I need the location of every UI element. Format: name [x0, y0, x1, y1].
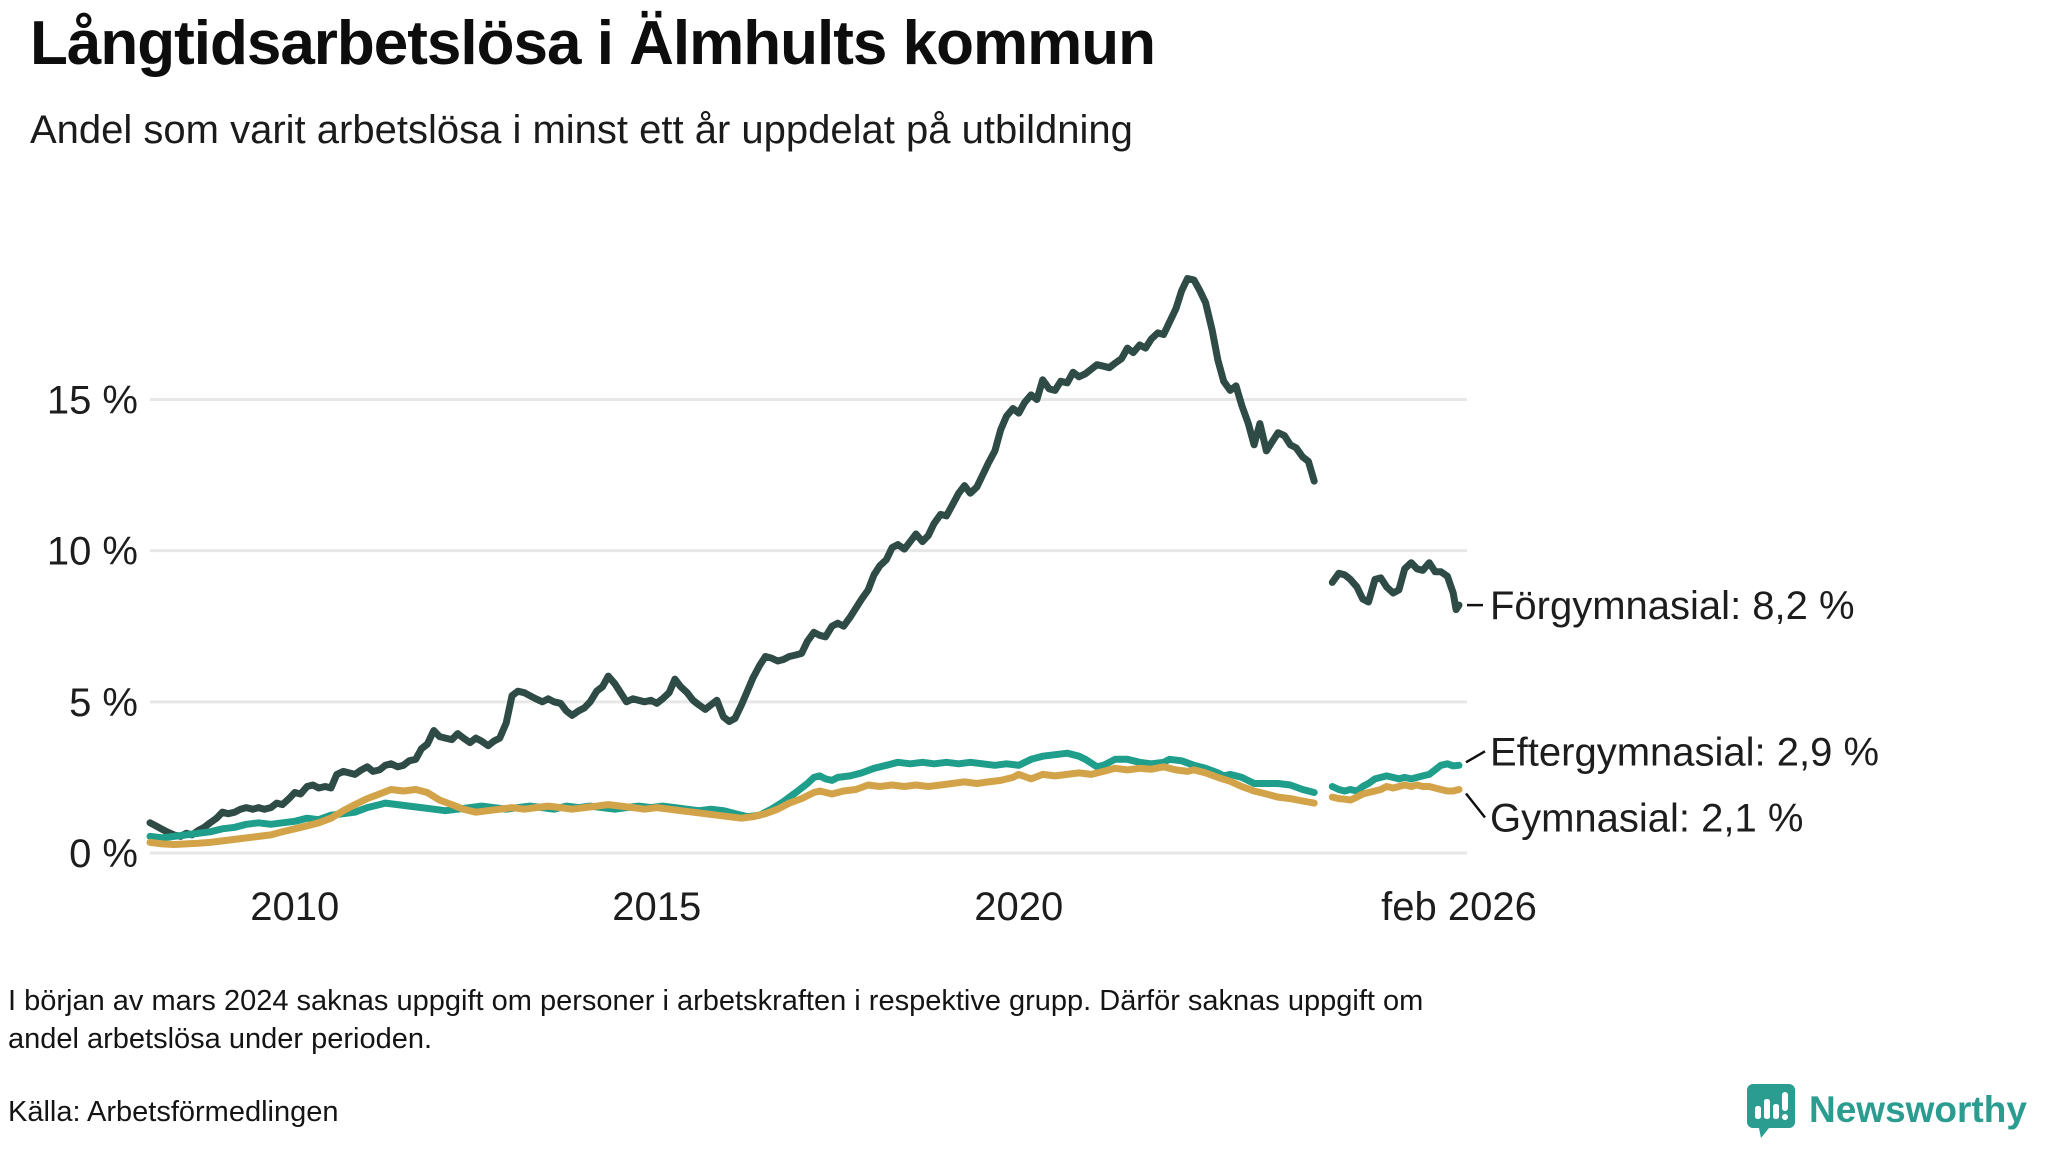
series-line-förgymnasial — [1328, 559, 1463, 614]
y-tick-label: 0 % — [69, 832, 138, 876]
series-end-label-gymnasial: Gymnasial: 2,1 % — [1490, 797, 1803, 841]
x-tick-label: 2020 — [974, 885, 1063, 929]
footnote-line-2: andel arbetslösa under perioden. — [8, 1023, 433, 1055]
x-tick-label: 2015 — [612, 885, 701, 929]
series-line-eftergymnasial — [1328, 760, 1463, 795]
newsworthy-bubble-chart-icon — [1747, 1084, 1795, 1138]
series-line-förgymnasial — [146, 275, 1318, 840]
newsworthy-wordmark: Newsworthy — [1809, 1089, 2027, 1130]
label-connector-eftergymnasial — [1465, 750, 1486, 764]
chart-subtitle: Andel som varit arbetslösa i minst ett å… — [30, 108, 1133, 152]
series-line-gymnasial — [146, 763, 1318, 848]
source-label: Källa: Arbetsförmedlingen — [8, 1096, 339, 1128]
footnote: I början av mars 2024 saknas uppgift om … — [8, 982, 1968, 1058]
series-end-label-eftergymnasial: Eftergymnasial: 2,9 % — [1490, 730, 1879, 774]
newsworthy-logo: Newsworthy — [1745, 1082, 2027, 1138]
label-connector-gymnasial — [1465, 792, 1486, 819]
page-title: Långtidsarbetslösa i Älmhults kommun — [30, 9, 1156, 78]
footnote-line-1: I början av mars 2024 saknas uppgift om … — [8, 985, 1424, 1017]
series-end-label-förgymnasial: Förgymnasial: 8,2 % — [1490, 584, 1855, 628]
x-tick-label: 2010 — [250, 885, 339, 929]
y-tick-label: 15 % — [47, 378, 138, 422]
series-line-gymnasial — [1328, 781, 1463, 804]
x-tick-label: feb 2026 — [1381, 885, 1537, 929]
y-tick-label: 10 % — [47, 530, 138, 574]
y-tick-label: 5 % — [69, 681, 138, 725]
